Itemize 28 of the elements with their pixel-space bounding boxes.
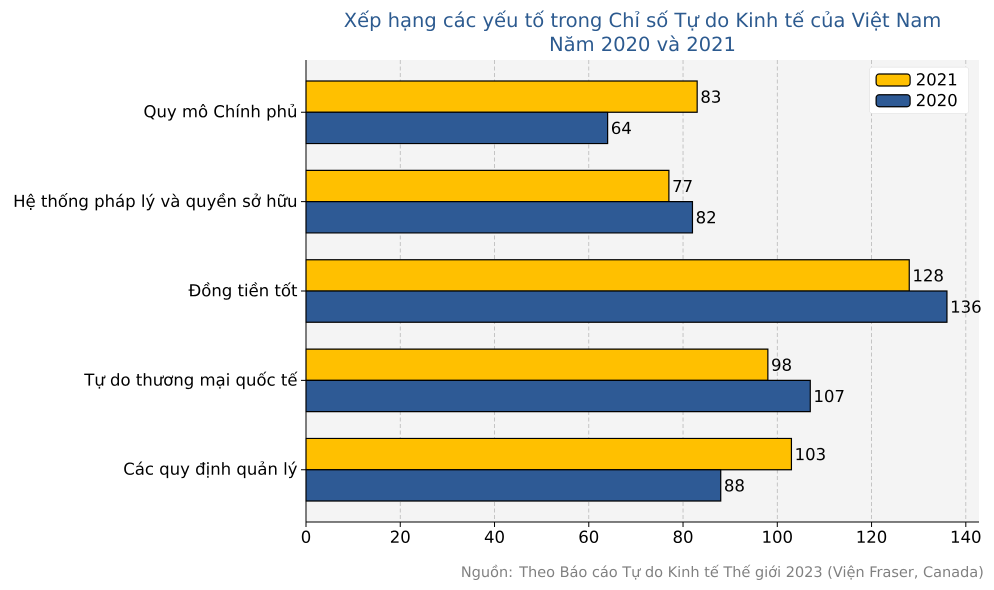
x-tick-label: 100 [763, 530, 792, 544]
data-label: 82 [696, 211, 715, 224]
y-tick-label: Quy mô Chính phủ [144, 104, 296, 121]
legend-label: 2021 [916, 73, 956, 86]
x-tick-label: 140 [952, 530, 980, 544]
data-label: 128 [914, 269, 943, 282]
y-tick-label: Tự do thương mại quốc tế [84, 372, 298, 390]
legend-label: 2020 [916, 94, 957, 106]
y-tick-label: Đồng tiền tốt [188, 282, 298, 300]
text: Nguồn: Theo Báo cáo Tự do Kinh tế Thế giới 2023 (Viện Fraser, Canada) [462, 564, 983, 580]
chart-title: Xếp hạng các yếu tố trong Chỉ số Tự do Kinh tế của Việt Nam [344, 10, 940, 32]
data-label: 64 [612, 122, 631, 134]
data-label: 107 [815, 390, 844, 402]
data-label: 103 [796, 448, 825, 460]
y-tick-label: Các quy định quản lý [124, 461, 298, 478]
x-tick-label: 120 [858, 530, 886, 544]
data-label: 83 [701, 90, 720, 103]
x-tick-label: 20 [390, 530, 410, 544]
chart-subtitle: Năm 2020 và 2021 [550, 35, 734, 52]
x-tick-label: 0 [302, 530, 310, 544]
data-label: 77 [673, 180, 692, 192]
y-tick-label: Hệ thống pháp lý và quyền sở hữu [14, 192, 296, 210]
data-label: 88 [725, 479, 744, 492]
x-tick-label: 80 [674, 530, 692, 544]
data-label: 98 [772, 358, 791, 371]
x-tick-label: 60 [579, 530, 598, 544]
data-label: 136 [952, 300, 981, 313]
x-tick-label: 40 [484, 530, 504, 544]
